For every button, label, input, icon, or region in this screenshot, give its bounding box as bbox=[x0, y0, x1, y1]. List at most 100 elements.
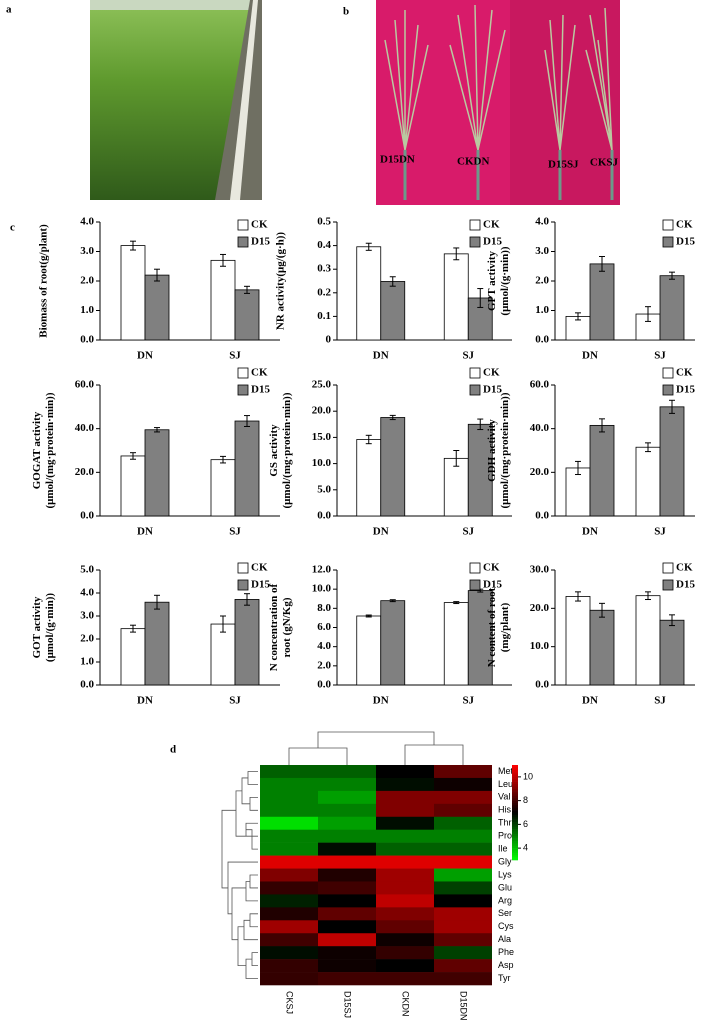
colorbar-step bbox=[512, 845, 518, 849]
heatmap-cell bbox=[318, 855, 376, 869]
colorbar-step bbox=[512, 848, 518, 851]
bar bbox=[120, 455, 146, 517]
row-label: Pro bbox=[498, 831, 512, 841]
heatmap-cell bbox=[318, 907, 376, 921]
x-tick-label: DN bbox=[582, 695, 598, 707]
heatmap-cell bbox=[434, 868, 492, 882]
y-tick-label: 1.0 bbox=[80, 656, 94, 668]
x-tick-label: DN bbox=[137, 695, 153, 707]
x-tick-label: DN bbox=[137, 350, 153, 362]
heatmap-cell bbox=[260, 868, 318, 882]
bar bbox=[443, 253, 469, 341]
error-bar bbox=[244, 285, 250, 294]
heatmap-cell bbox=[434, 842, 492, 856]
y-axis-label: (μmol/(mg·protein·min)) bbox=[281, 392, 293, 508]
colorbar-step bbox=[512, 805, 518, 809]
legend-swatch bbox=[662, 367, 674, 379]
colorbar-step bbox=[512, 826, 518, 830]
bar bbox=[380, 600, 406, 686]
heatmap-cell bbox=[260, 972, 318, 986]
colorbar-tick-label: 8 bbox=[523, 795, 528, 805]
error-bar bbox=[389, 599, 396, 603]
colorbar-step bbox=[512, 829, 518, 832]
y-tick-label: 4.0 bbox=[317, 640, 331, 652]
y-axis-label: GPT activity bbox=[486, 251, 498, 311]
bar bbox=[659, 619, 685, 686]
heatmap-cell bbox=[260, 946, 318, 960]
error-bar bbox=[220, 253, 226, 267]
bar bbox=[443, 602, 469, 686]
legend-swatch bbox=[237, 367, 249, 379]
y-tick-label: 10.0 bbox=[312, 457, 332, 469]
heatmap-cell bbox=[376, 842, 434, 856]
heatmap-cell bbox=[318, 933, 376, 947]
row-label: Cys bbox=[498, 921, 514, 931]
legend-label: CK bbox=[251, 367, 268, 379]
x-tick-label: SJ bbox=[654, 350, 666, 362]
y-axis-label: NR activity(μg/(g·h)) bbox=[275, 232, 287, 331]
colorbar-step bbox=[512, 800, 518, 804]
legend-label: CK bbox=[483, 367, 500, 379]
error-bar bbox=[130, 240, 136, 251]
y-tick-label: 20.0 bbox=[530, 466, 550, 478]
error-bar bbox=[599, 602, 605, 618]
heatmap-cell bbox=[376, 959, 434, 973]
y-tick-label: 2.0 bbox=[317, 659, 331, 671]
legend-swatch bbox=[662, 562, 674, 574]
x-tick-label: DN bbox=[582, 350, 598, 362]
colorbar-step bbox=[512, 793, 518, 797]
legend-swatch bbox=[662, 236, 674, 248]
column-label: CKDN bbox=[401, 991, 411, 1017]
y-tick-label: 0.4 bbox=[317, 239, 331, 251]
photo-b bbox=[376, 0, 620, 205]
colorbar-step bbox=[512, 841, 518, 844]
row-label: Glu bbox=[498, 882, 512, 892]
bar bbox=[635, 313, 661, 341]
legend-swatch bbox=[469, 219, 481, 231]
y-axis-label: GDH activity bbox=[486, 419, 498, 482]
y-tick-label: 0.0 bbox=[535, 510, 549, 522]
heatmap-cell bbox=[260, 959, 318, 973]
row-label: Val bbox=[498, 792, 510, 802]
heatmap-cell bbox=[434, 777, 492, 792]
heatmap-cell bbox=[260, 765, 318, 779]
colorbar-step bbox=[512, 774, 518, 778]
y-tick-label: 40.0 bbox=[75, 422, 95, 434]
bar bbox=[210, 259, 236, 341]
y-tick-label: 8.0 bbox=[317, 602, 331, 614]
legend-label: D15 bbox=[251, 236, 270, 248]
heatmap-cell bbox=[376, 972, 434, 986]
y-tick-label: 0.0 bbox=[80, 679, 94, 691]
bar bbox=[234, 420, 260, 517]
error-bar bbox=[220, 455, 226, 464]
x-tick-label: SJ bbox=[654, 526, 666, 538]
error-bar bbox=[575, 591, 581, 602]
colorbar-step bbox=[512, 810, 518, 813]
bar bbox=[356, 246, 382, 341]
heatmap-cell bbox=[318, 765, 376, 779]
heatmap-cell bbox=[318, 959, 376, 973]
error-bar bbox=[599, 418, 605, 433]
bar bbox=[467, 590, 493, 686]
y-tick-label: 20.0 bbox=[75, 466, 95, 478]
y-tick-label: 0.3 bbox=[317, 263, 331, 275]
row-label: Ala bbox=[498, 934, 511, 944]
legend-swatch bbox=[469, 367, 481, 379]
legend-swatch bbox=[469, 562, 481, 574]
y-tick-label: 3.0 bbox=[80, 610, 94, 622]
heatmap-cell bbox=[260, 907, 318, 921]
bar bbox=[659, 275, 685, 341]
y-tick-label: 3.0 bbox=[80, 245, 94, 257]
heatmap-cell bbox=[434, 907, 492, 921]
heatmap-cell bbox=[434, 972, 492, 986]
legend-swatch bbox=[237, 219, 249, 231]
panel-label: a bbox=[6, 4, 12, 16]
legend-label: CK bbox=[483, 219, 500, 231]
legend-swatch bbox=[237, 579, 249, 591]
heatmap-cell bbox=[318, 790, 376, 805]
colorbar-step bbox=[512, 769, 518, 773]
heatmap-cell bbox=[260, 855, 318, 869]
heatmap-cell bbox=[376, 920, 434, 934]
y-tick-label: 20.0 bbox=[530, 602, 550, 614]
